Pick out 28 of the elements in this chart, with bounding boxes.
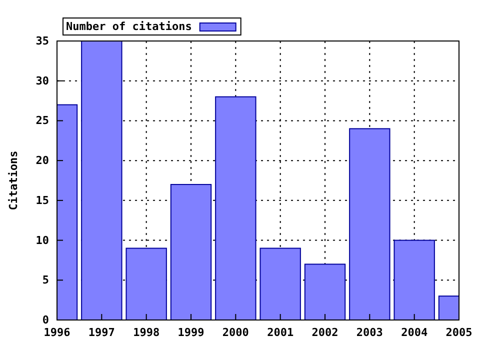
- bar: [215, 96, 256, 320]
- x-tick-label: 2001: [267, 326, 294, 339]
- y-tick-label: 5: [42, 274, 49, 287]
- x-tick-label: 1996: [44, 326, 71, 339]
- bar: [170, 184, 212, 320]
- x-tick-label: 2004: [401, 326, 428, 339]
- y-tick-label: 10: [36, 234, 49, 247]
- x-tick-label: 1998: [133, 326, 160, 339]
- x-tick-label: 1997: [88, 326, 115, 339]
- bar: [260, 248, 301, 320]
- bar: [349, 128, 390, 320]
- legend-label: Number of citations: [66, 20, 192, 33]
- x-tick-label: 2000: [222, 326, 249, 339]
- bar: [126, 248, 167, 320]
- bar: [81, 41, 122, 320]
- x-tick-label: 2002: [312, 326, 338, 339]
- y-tick-label: 0: [42, 314, 49, 327]
- bar: [304, 264, 346, 320]
- y-tick-label: 25: [36, 114, 49, 128]
- y-axis-title: Citations: [7, 150, 20, 210]
- bar: [394, 240, 435, 320]
- x-tick-label: 2003: [356, 326, 383, 339]
- y-tick-label: 20: [36, 154, 49, 168]
- x-tick-label: 2005: [446, 326, 472, 339]
- x-tick-label: 1999: [178, 326, 204, 339]
- y-tick-label: 15: [36, 194, 49, 207]
- y-tick-label: 35: [36, 34, 49, 48]
- y-tick-label: 30: [36, 74, 49, 88]
